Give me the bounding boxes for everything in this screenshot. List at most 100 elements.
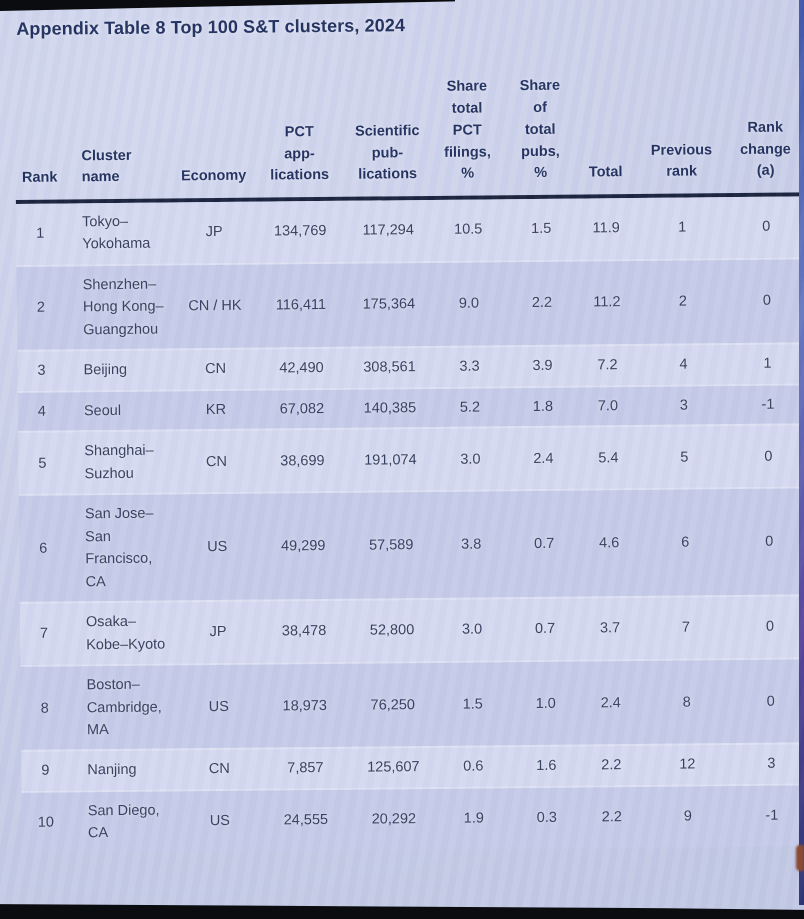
cell-economy: US xyxy=(209,813,231,830)
cell-scientific_publications: 125,607 xyxy=(367,759,420,777)
cell-rank_change: 0 xyxy=(762,218,771,236)
column-header-rank: Rank xyxy=(21,169,58,187)
cell-cluster: Seoul xyxy=(83,402,122,420)
cell-share_total_pct_filings: 3.8 xyxy=(461,536,482,553)
cell-share_total_pct_filings: 3.3 xyxy=(459,358,480,376)
cell-previous_rank: 4 xyxy=(679,356,688,373)
column-header-scientific_publications: Scientific pub- lications xyxy=(354,122,420,183)
cell-scientific_publications: 175,364 xyxy=(362,296,416,314)
cell-previous_rank: 3 xyxy=(679,397,689,414)
cell-rank_change: 1 xyxy=(763,356,772,373)
cell-rank: 8 xyxy=(40,700,49,717)
cell-total: 2.2 xyxy=(601,809,623,826)
cell-rank_change: 0 xyxy=(764,448,773,465)
cell-share_total_pct_filings: 10.5 xyxy=(454,221,483,238)
cell-pct_applications: 7,857 xyxy=(287,760,324,777)
cell-scientific_publications: 76,250 xyxy=(370,696,416,714)
cell-share_total_pct_filings: 1.5 xyxy=(462,695,483,713)
cell-previous_rank: 8 xyxy=(682,693,691,711)
cell-scientific_publications: 52,800 xyxy=(369,622,415,639)
cell-total: 5.4 xyxy=(598,449,619,466)
table-row: 6 San Jose– San Francisco, CA US 49,299 57,5… xyxy=(18,486,804,603)
cell-cluster: Boston– Cambridge, MA xyxy=(86,676,162,739)
cell-economy: JP xyxy=(209,624,227,641)
cell-rank_change: 0 xyxy=(766,693,775,710)
cell-rank: 5 xyxy=(38,455,47,472)
cell-previous_rank: 6 xyxy=(681,534,690,551)
cell-total: 11.9 xyxy=(592,220,620,237)
cell-scientific_publications: 191,074 xyxy=(364,451,417,469)
cell-share_total_pct_filings: 0.6 xyxy=(463,758,484,776)
table-row: 2 Shenzhen– Hong Kong– Guangzhou CN / HK 11… xyxy=(16,257,804,351)
clusters-table: Rank Cluster name Economy PCT app- lication… xyxy=(14,38,804,854)
cell-rank_change: 0 xyxy=(762,293,772,310)
table-header-row: Rank Cluster name Economy PCT app- lication… xyxy=(14,38,802,204)
cell-previous_rank: 12 xyxy=(679,756,696,774)
cell-rank_change: -1 xyxy=(761,396,775,413)
cell-scientific_publications: 140,385 xyxy=(363,399,417,417)
cell-share_total_pct_filings: 5.2 xyxy=(459,399,481,416)
cell-economy: JP xyxy=(205,224,223,241)
cell-cluster: Shenzhen– Hong Kong– Guangzhou xyxy=(82,276,164,339)
table-row: 1 Tokyo– Yokohama JP 134,769 117,294 10.5 1.5 1… xyxy=(15,196,803,265)
cell-share_of_total_pubs: 1.6 xyxy=(536,758,557,775)
cell-pct_applications: 18,973 xyxy=(282,697,328,714)
table-row: 10 San Diego, CA US 24,555 20,292 1.9 0.3 2.2 9 -… xyxy=(21,783,804,854)
cell-total: 7.0 xyxy=(597,397,619,415)
cell-total: 2.4 xyxy=(600,694,621,711)
cell-share_total_pct_filings: 1.9 xyxy=(463,810,485,827)
cell-total: 4.6 xyxy=(599,535,620,552)
cell-share_of_total_pubs: 1.8 xyxy=(532,398,554,415)
cell-pct_applications: 24,555 xyxy=(283,812,329,829)
cell-pct_applications: 38,699 xyxy=(280,452,325,469)
cell-previous_rank: 9 xyxy=(683,808,692,825)
cell-rank: 1 xyxy=(36,225,45,242)
cell-rank_change: 3 xyxy=(767,756,776,773)
cell-economy: US xyxy=(208,698,229,715)
cell-previous_rank: 7 xyxy=(681,619,691,636)
cell-previous_rank: 5 xyxy=(680,449,689,466)
cell-rank_change: 0 xyxy=(765,619,775,636)
cell-economy: CN xyxy=(204,361,227,378)
column-header-previous_rank: Previous rank xyxy=(650,141,713,180)
cell-total: 11.2 xyxy=(593,294,621,311)
cell-cluster: San Diego, CA xyxy=(87,802,160,842)
cell-economy: CN xyxy=(208,761,230,778)
cell-total: 2.2 xyxy=(601,757,622,774)
cell-share_total_pct_filings: 9.0 xyxy=(458,295,480,313)
cell-total: 7.2 xyxy=(597,357,618,374)
cell-scientific_publications: 308,561 xyxy=(363,359,416,376)
cell-share_of_total_pubs: 0.7 xyxy=(534,621,556,638)
table-row: 5 Shanghai– Suzhou CN 38,699 191,074 3.0 2.4 5.… xyxy=(18,423,804,495)
cell-cluster: Nanjing xyxy=(87,762,137,779)
cell-rank: 7 xyxy=(39,625,49,643)
cell-pct_applications: 49,299 xyxy=(280,537,326,555)
cell-pct_applications: 116,411 xyxy=(275,297,327,314)
cell-share_of_total_pubs: 3.9 xyxy=(532,358,553,375)
cell-share_of_total_pubs: 0.7 xyxy=(534,535,555,552)
cell-rank: 4 xyxy=(37,403,47,420)
cell-rank: 2 xyxy=(36,300,46,317)
cell-cluster: Shanghai– Suzhou xyxy=(84,442,154,483)
cell-previous_rank: 2 xyxy=(678,293,688,310)
cell-pct_applications: 42,490 xyxy=(279,360,324,377)
page-title: Appendix Table 8 Top 100 S&T clusters, 2… xyxy=(16,15,406,39)
document-content: Appendix Table 8 Top 100 S&T clusters, 2… xyxy=(14,15,804,854)
cell-cluster: Beijing xyxy=(83,362,128,379)
cell-cluster: Osaka– Kobe–Kyoto xyxy=(85,613,166,653)
column-header-pct_applications: PCT app- lications xyxy=(270,123,330,184)
cell-rank: 6 xyxy=(39,540,48,557)
cell-rank: 10 xyxy=(37,814,55,831)
cell-rank: 3 xyxy=(37,363,46,380)
photo-frame-bottom-edge xyxy=(0,904,804,919)
cell-cluster: San Jose– San Francisco, CA xyxy=(84,505,154,590)
column-header-total: Total xyxy=(588,164,623,181)
photo-frame-top-edge xyxy=(0,0,455,11)
cell-rank_change: -1 xyxy=(765,807,779,824)
cell-pct_applications: 38,478 xyxy=(281,623,327,640)
cell-economy: CN / HK xyxy=(188,298,242,315)
column-header-rank_change: Rank change (a) xyxy=(739,119,791,180)
column-header-share_of_total_pubs: Share of total pubs, % xyxy=(519,77,561,182)
cell-share_of_total_pubs: 2.4 xyxy=(533,450,554,467)
